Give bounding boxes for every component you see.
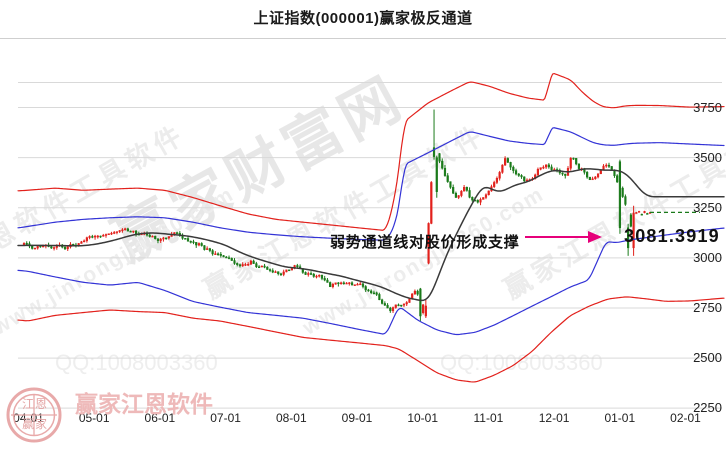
svg-text:江: 江 bbox=[22, 397, 34, 411]
svg-text:家: 家 bbox=[35, 416, 47, 431]
svg-text:恩: 恩 bbox=[35, 397, 47, 411]
svg-text:赢: 赢 bbox=[22, 416, 34, 431]
